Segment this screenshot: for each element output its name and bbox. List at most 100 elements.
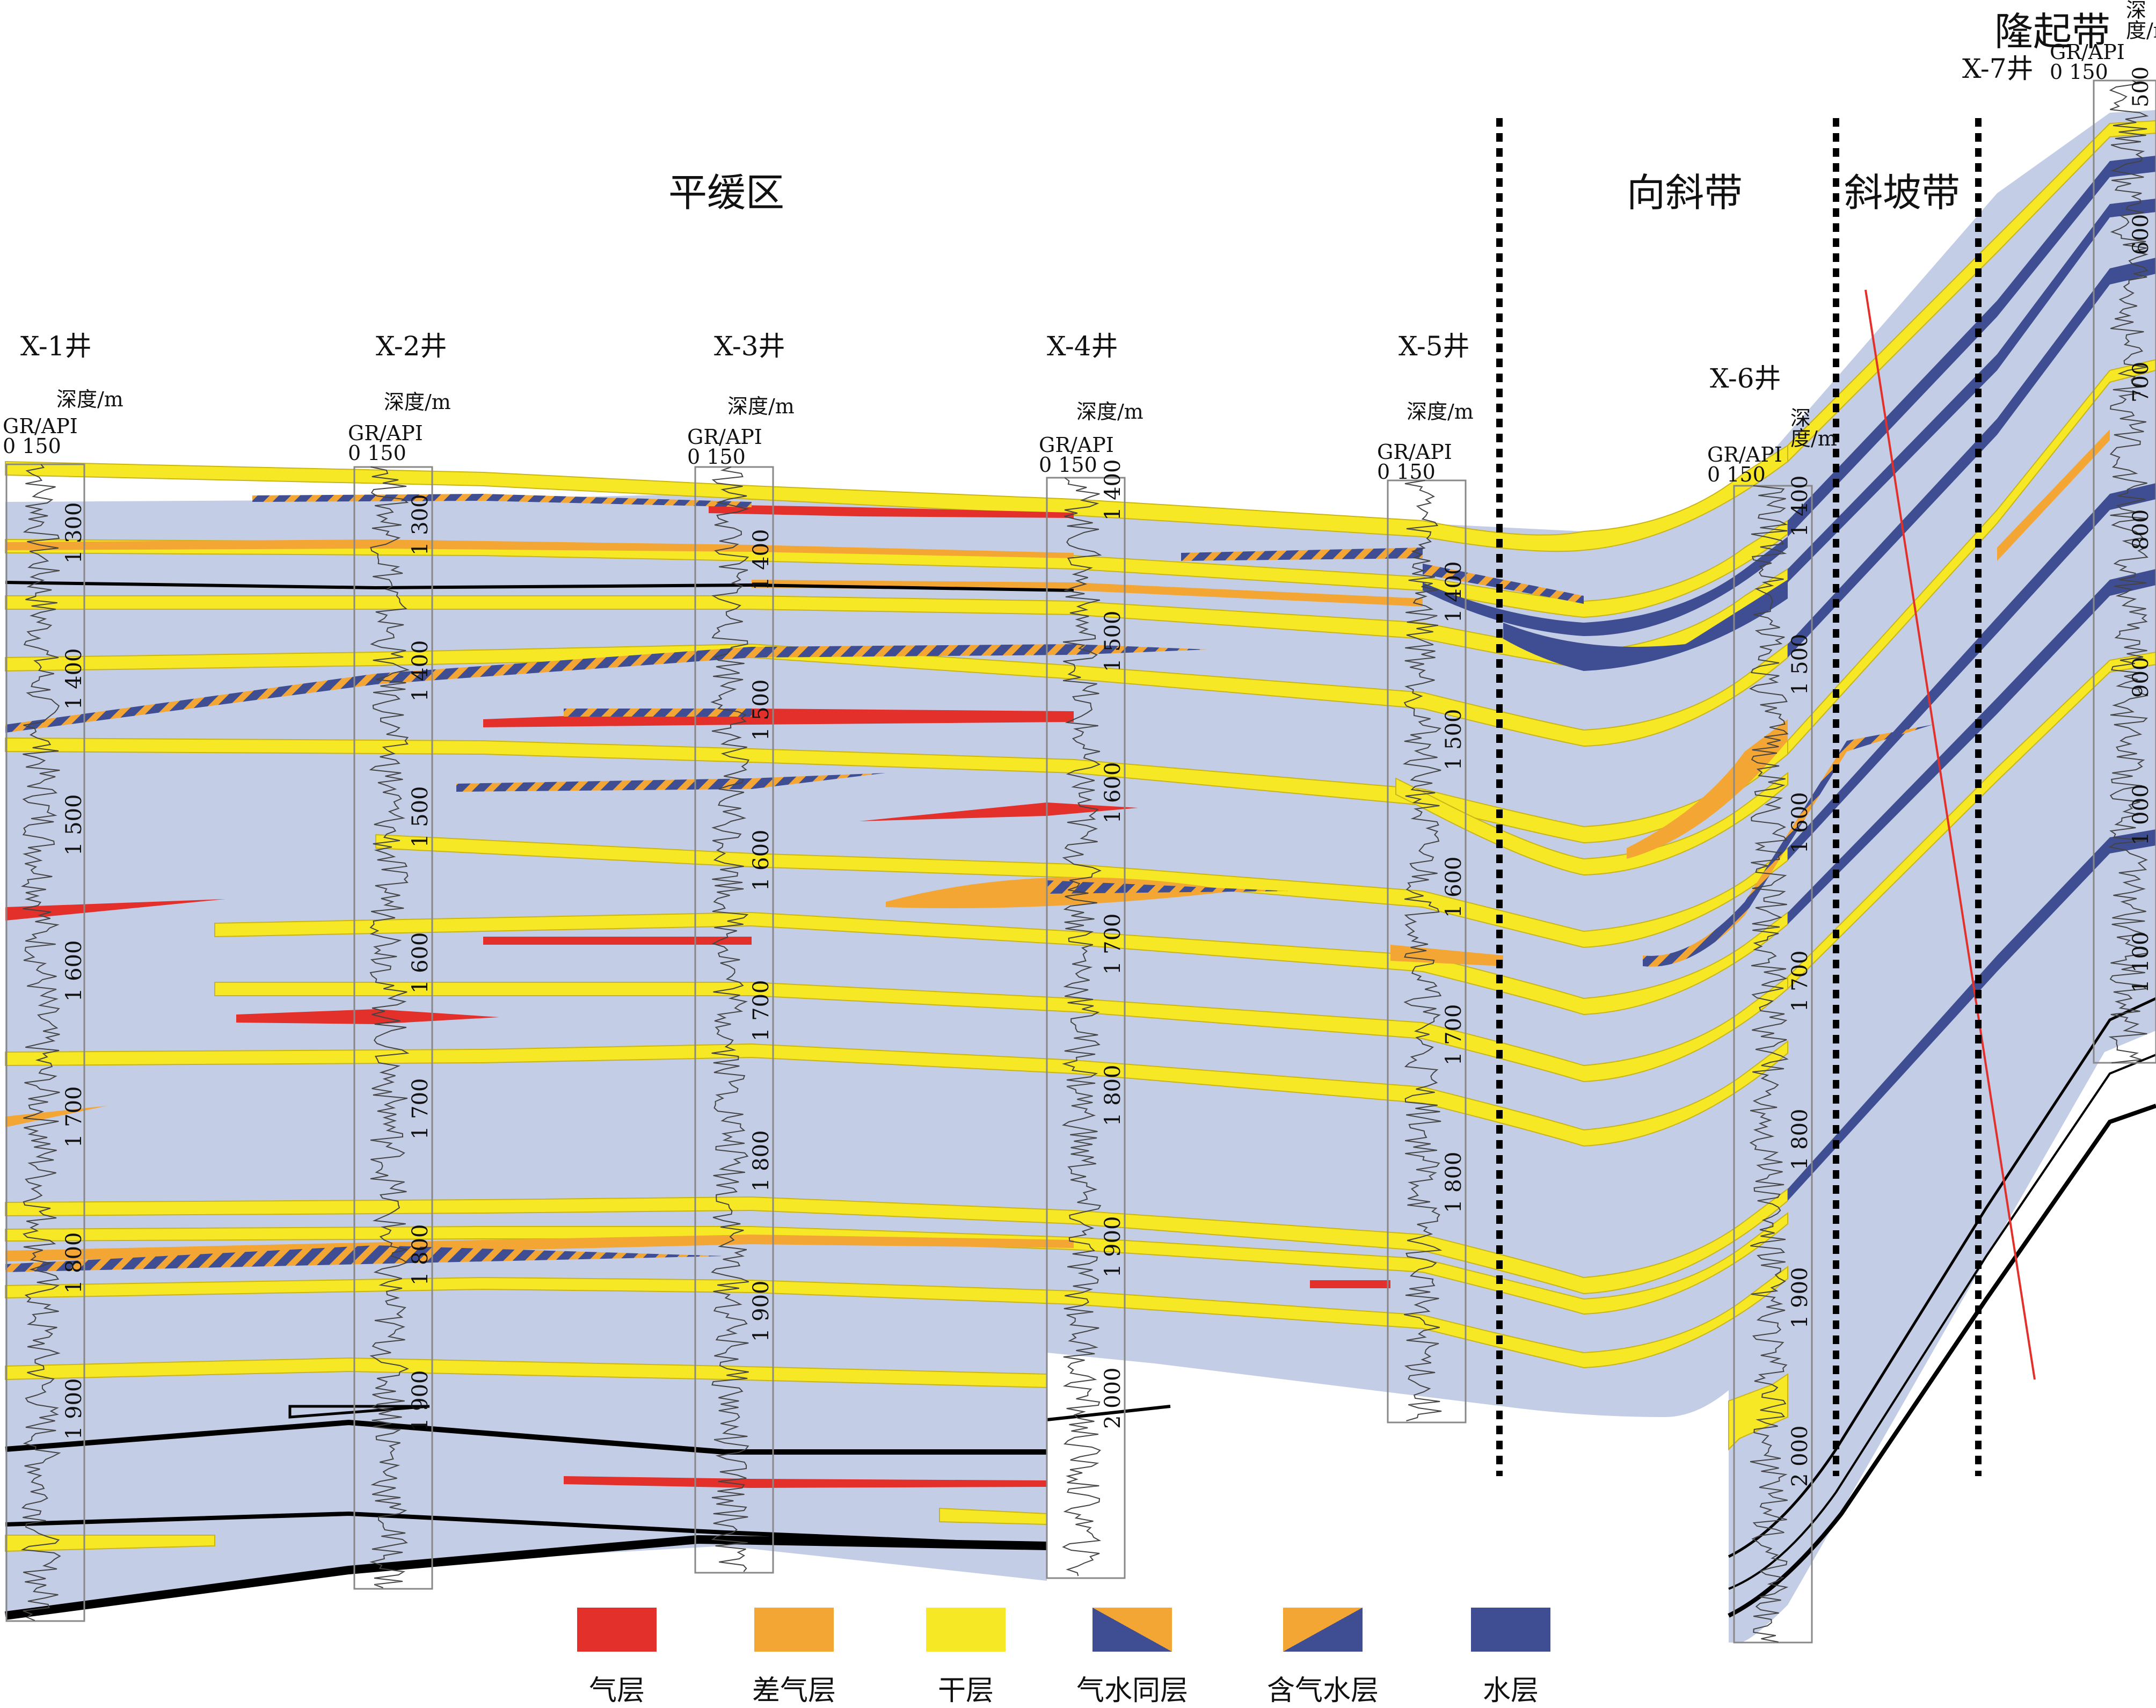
well-label-x1: X-1井 <box>20 331 92 362</box>
well-label-x6: X-6井 <box>1710 363 1781 394</box>
depth-tick-label: 1 500 <box>749 679 774 741</box>
legend-label-water: 水层 <box>1482 1675 1539 1707</box>
gr-curve <box>20 464 61 1621</box>
depth-header-x4: 深度/m <box>1076 400 1143 424</box>
gr-curves <box>20 80 2149 1643</box>
depth-tick-label: 1 400 <box>1788 475 1812 537</box>
depth-tick-label: 2 000 <box>1788 1425 1812 1487</box>
gr-scale-x3: 0 150 <box>687 445 746 469</box>
depth-tick-label: 1 300 <box>408 494 433 556</box>
gas-water-layers <box>5 494 1933 1272</box>
well-label-x2: X-2井 <box>376 331 447 362</box>
legend-swatch-gas-water <box>1092 1608 1172 1652</box>
depth-tick-label: 1 600 <box>408 932 433 994</box>
gr-scale-x1: 0 150 <box>3 434 61 458</box>
depth-tick-label: 1 500 <box>1788 633 1812 695</box>
zone-title-slope: 斜坡带 <box>1844 170 1961 215</box>
depth-tick-label: 800 <box>2129 509 2153 550</box>
well-label-x4: X-4井 <box>1047 331 1118 362</box>
depth-tick-label: 1 900 <box>749 1280 774 1342</box>
depth-tick-label: 1 800 <box>749 1130 774 1192</box>
gr-curve <box>1402 480 1443 1421</box>
gr-header-x7: GR/API <box>2050 40 2125 64</box>
gr-scale-x5: 0 150 <box>1377 460 1436 484</box>
well-label-x7: X-7井 <box>1962 53 2034 84</box>
legend-swatch-water <box>1471 1608 1550 1652</box>
depth-header-x5: 深度/m <box>1407 400 1474 424</box>
depth-tick-label: 1 700 <box>62 1086 86 1148</box>
boundary-lines <box>4 581 2156 1620</box>
gr-scale-x7: 0 150 <box>2050 60 2108 84</box>
gr-scale-x2: 0 150 <box>348 441 406 465</box>
gr-curve <box>1061 477 1102 1576</box>
well-label-x5: X-5井 <box>1399 331 1470 362</box>
zone-title-flat: 平缓区 <box>668 170 785 215</box>
gr-scale-x6: 0 150 <box>1707 463 1766 486</box>
gr-header-x1: GR/API <box>3 414 78 438</box>
depth-tick-label: 600 <box>2129 214 2153 255</box>
zone-separators <box>1496 118 1982 1476</box>
zone-title-syncline: 向斜带 <box>1627 170 1743 215</box>
legend-swatch-gas-bearing-water <box>1283 1608 1363 1652</box>
gr-header-x5: GR/API <box>1377 440 1452 464</box>
depth-tick-label: 1 500 <box>1101 610 1125 672</box>
well-label-x3: X-3井 <box>714 331 785 362</box>
legend-label-gas-bearing-water: 含气水层 <box>1267 1675 1379 1707</box>
depth-header-x2: 深度/m <box>384 390 451 414</box>
legend-label-gas: 气层 <box>588 1675 645 1707</box>
depth-tick-label: 1 400 <box>749 529 774 590</box>
depth-tick-label: 1 300 <box>62 502 86 564</box>
depth-tick-label: 1 400 <box>1101 459 1125 521</box>
depth-tick-label: 1 900 <box>62 1378 86 1440</box>
depth-tick-label: 1 600 <box>1101 762 1125 823</box>
legend-swatch-poor-gas <box>754 1608 834 1652</box>
zone-title-uplift: 隆起带 <box>1994 9 2111 54</box>
depth-tick-label: 1 600 <box>1441 856 1466 918</box>
legend-swatch-gas <box>577 1608 657 1652</box>
depth-header-x6: 深度/m <box>1790 406 1837 450</box>
depth-tick-label: 1 500 <box>62 794 86 856</box>
legend-label-poor-gas: 差气层 <box>752 1675 836 1707</box>
gr-header-x3: GR/API <box>687 425 762 449</box>
depth-tick-label: 1 900 <box>1788 1267 1812 1329</box>
depth-header-x3: 深度/m <box>727 395 795 418</box>
depth-tick-label: 1 800 <box>1441 1151 1466 1213</box>
depth-tick-label: 1 600 <box>62 940 86 1002</box>
gr-scale-x4: 0 150 <box>1039 453 1097 477</box>
depth-header-x1: 深度/m <box>56 388 123 411</box>
gr-curve <box>2108 80 2149 1063</box>
depth-tick-label: 1 100 <box>2129 931 2153 993</box>
depth-tick-label: 1 700 <box>408 1078 433 1140</box>
depth-tick-label: 1 400 <box>408 640 433 702</box>
depth-tick-label: 700 <box>2129 361 2153 403</box>
depth-tick-label: 1 900 <box>408 1370 433 1432</box>
well-columns <box>5 79 2156 1644</box>
depth-tick-label: 1 800 <box>1101 1064 1125 1126</box>
legend-label-dry: 干层 <box>937 1675 994 1707</box>
depth-tick-label: 1 700 <box>749 980 774 1041</box>
depth-tick-label: 1 600 <box>1788 792 1812 853</box>
depth-tick-label: 1 400 <box>62 648 86 710</box>
depth-tick-label: 1 600 <box>749 829 774 891</box>
depth-tick-label: 1 800 <box>408 1224 433 1286</box>
depth-header-x7: 深度/m <box>2126 0 2156 42</box>
depth-tick-label: 900 <box>2129 656 2153 698</box>
gr-header-x2: GR/API <box>348 421 423 445</box>
gr-curve <box>710 466 749 1572</box>
gr-header-x4: GR/API <box>1039 433 1114 457</box>
steep-beds <box>1787 120 2156 1201</box>
water-layers <box>1423 537 1788 671</box>
depth-tick-label: 1 700 <box>1788 950 1812 1012</box>
depth-tick-label: 1 700 <box>1101 913 1125 975</box>
depth-tick-label: 2 000 <box>1101 1367 1125 1429</box>
gr-header-x6: GR/API <box>1707 443 1782 466</box>
legend-label-gas-water: 气水同层 <box>1076 1675 1189 1707</box>
depth-tick-label: 500 <box>2129 66 2153 107</box>
depth-tick-label: 1 700 <box>1441 1004 1466 1065</box>
legend-swatch-dry <box>926 1608 1006 1652</box>
depth-tick-label: 1 000 <box>2129 784 2153 845</box>
depth-tick-label: 1 900 <box>1101 1216 1125 1278</box>
depth-tick-label: 1 800 <box>1788 1108 1812 1170</box>
